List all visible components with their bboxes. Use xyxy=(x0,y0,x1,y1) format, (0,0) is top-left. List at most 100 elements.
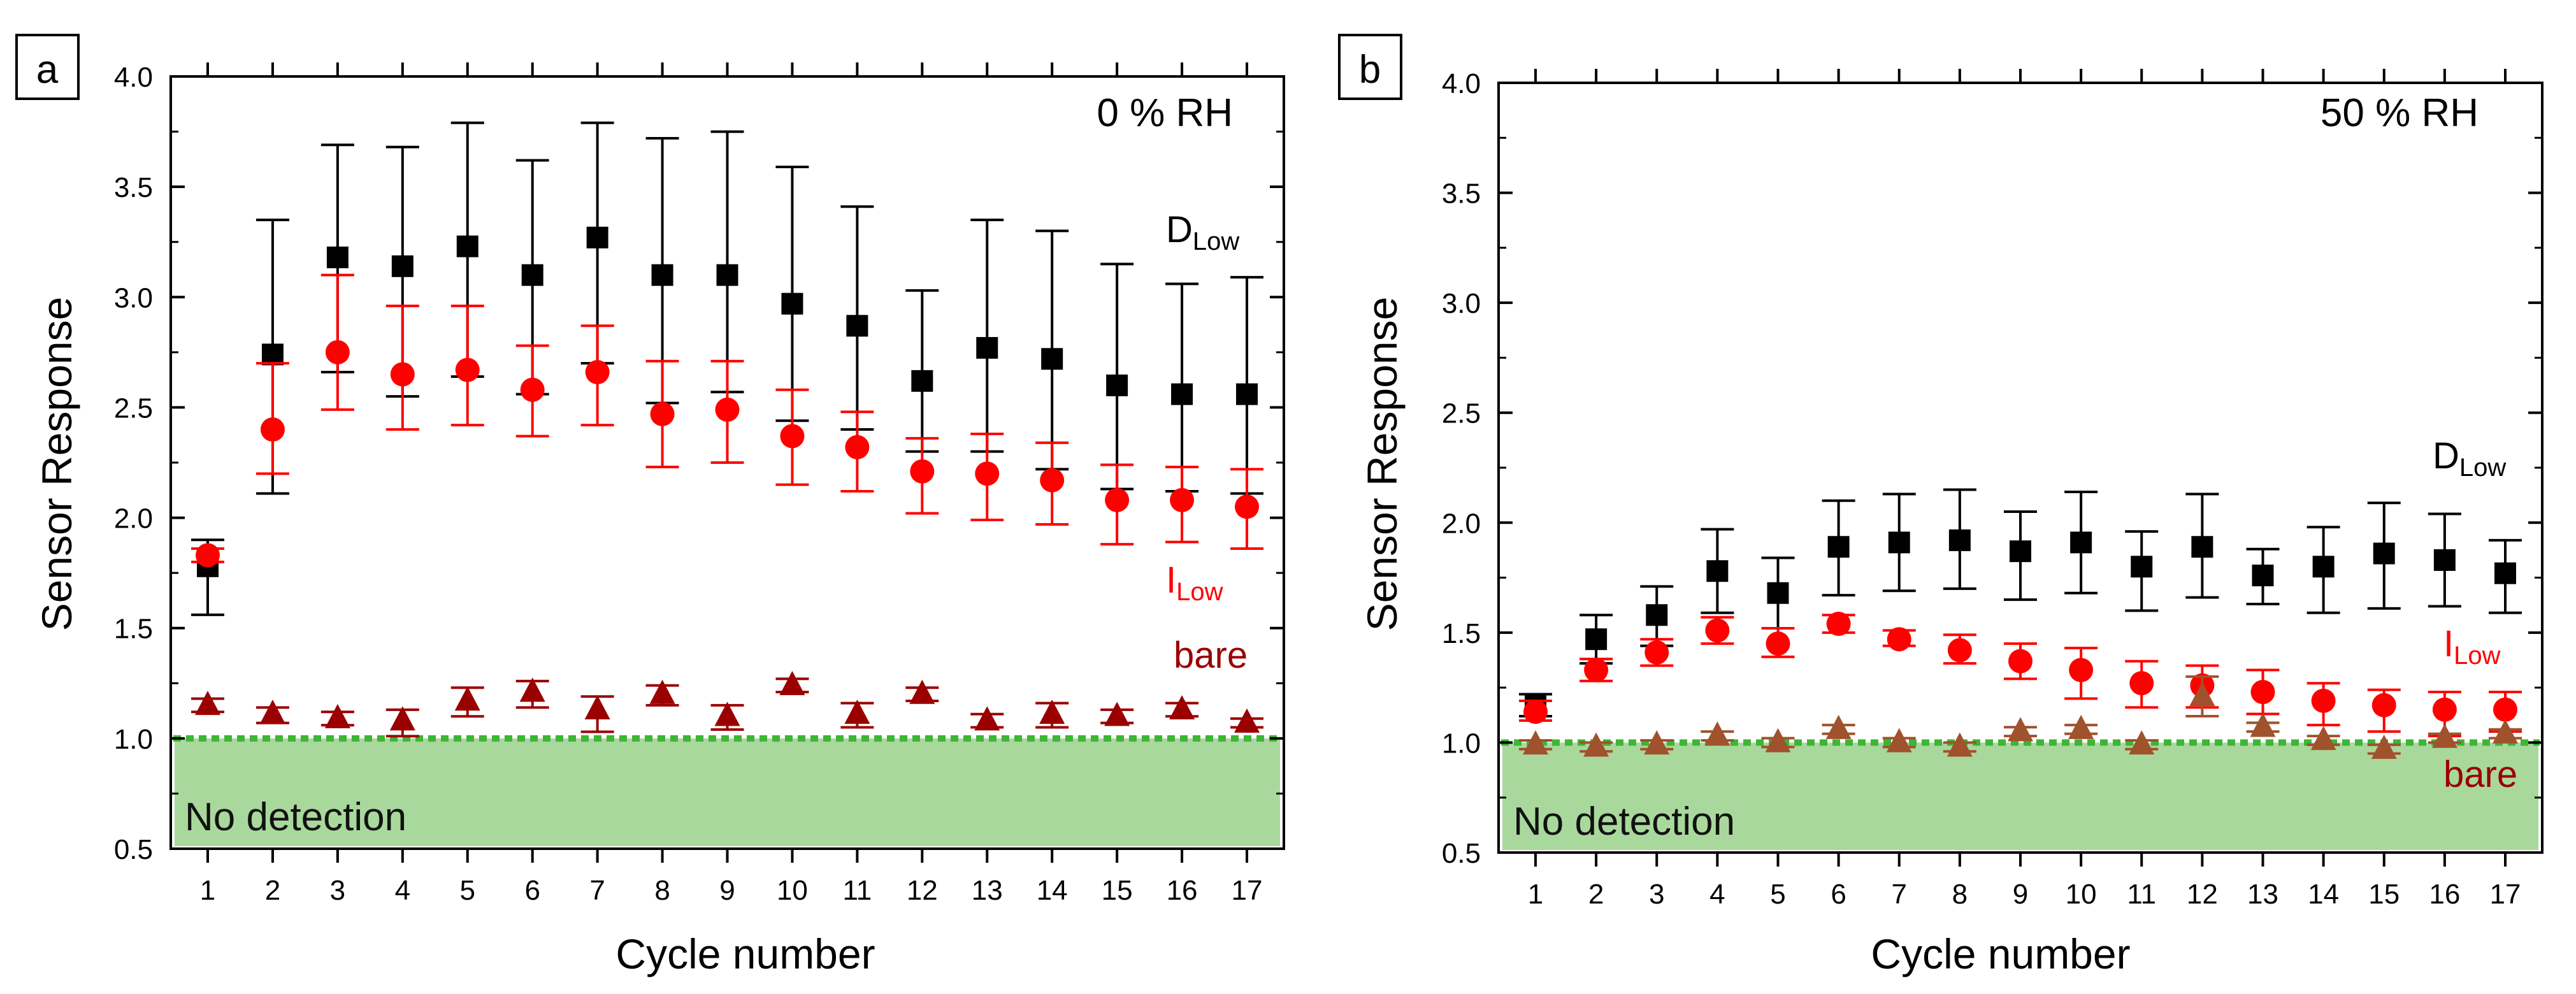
data-point-triangle xyxy=(195,691,220,716)
data-point-square xyxy=(1236,383,1258,405)
panel-b: b No detection 50 % RH DLow ILow bare 0.… xyxy=(1338,34,2544,977)
x-tick-label: 15 xyxy=(1102,875,1133,906)
data-point-circle xyxy=(715,397,740,422)
data-point-circle xyxy=(780,424,805,449)
data-point-square xyxy=(2312,556,2335,578)
x-tick-label: 3 xyxy=(1649,879,1664,910)
data-point-triangle xyxy=(454,686,480,711)
x-tick-label: 12 xyxy=(2187,879,2218,910)
data-point-square xyxy=(2494,562,2516,584)
data-point-circle xyxy=(325,340,350,364)
panel-b-label-box xyxy=(1338,34,1402,100)
data-point-triangle xyxy=(2189,682,2215,707)
data-point-square xyxy=(716,264,738,286)
data-point-triangle xyxy=(1234,708,1260,733)
y-tick-label: 0.5 xyxy=(114,834,153,865)
y-tick-label: 4.0 xyxy=(114,62,153,93)
x-tick-label: 4 xyxy=(1709,879,1725,910)
y-tick-label: 1.5 xyxy=(1442,618,1481,649)
x-tick-label: 4 xyxy=(395,875,410,906)
x-tick-label: 13 xyxy=(2247,879,2278,910)
data-point-triangle xyxy=(1104,702,1130,726)
x-tick-label: 14 xyxy=(1037,875,1068,906)
plot-area-b: No detection 50 % RH DLow ILow bare xyxy=(1497,69,2544,867)
data-point-square xyxy=(261,343,284,366)
x-tick-label: 1 xyxy=(200,875,215,906)
x-tick-labels-a: 1 2 3 4 5 6 7 8 9 10 11 12 13 14 15 16 17 xyxy=(200,875,1263,906)
legend-bare-a: bare xyxy=(1174,635,1248,676)
x-tick-label: 9 xyxy=(719,875,735,906)
data-point-triangle xyxy=(2068,714,2094,739)
data-point-circle xyxy=(390,362,415,387)
data-point-triangle xyxy=(2008,717,2033,742)
data-point-square xyxy=(1646,604,1668,626)
x-tick-label: 11 xyxy=(843,875,872,906)
panel-a-label-box xyxy=(15,34,80,100)
data-point-square xyxy=(521,264,543,286)
data-point-square xyxy=(651,264,673,286)
data-point-square xyxy=(1585,628,1608,651)
legend-ilow-a: ILow xyxy=(1166,559,1223,606)
x-tick-label: 17 xyxy=(1232,875,1263,906)
y-tick-labels-a: 0.5 1.0 1.5 2.0 2.5 3.0 3.5 4.0 xyxy=(114,62,153,865)
x-tick-label: 13 xyxy=(972,875,1003,906)
data-point-circle xyxy=(1105,487,1130,512)
data-point-triangle xyxy=(1583,732,1609,757)
data-point-triangle xyxy=(389,706,415,731)
data-point-triangle xyxy=(1825,714,1852,739)
data-point-triangle xyxy=(844,699,870,724)
x-tick-label: 3 xyxy=(330,875,345,906)
data-point-square xyxy=(2010,540,2031,563)
legend-bare-b: bare xyxy=(2443,754,2517,795)
y-tick-label: 4.0 xyxy=(1442,68,1481,99)
x-tick-labels-b: 1 2 3 4 5 6 7 8 9 10 11 12 13 14 15 16 17 xyxy=(1528,879,2521,910)
data-point-circle xyxy=(1584,658,1609,682)
data-point-circle xyxy=(845,435,870,459)
plot-frame-b xyxy=(1497,82,2544,854)
data-point-triangle xyxy=(2371,734,2397,759)
data-point-circle xyxy=(1523,700,1548,724)
data-point-triangle xyxy=(1886,728,1912,753)
data-point-square xyxy=(586,226,608,248)
data-point-circle xyxy=(585,360,610,385)
data-point-circle xyxy=(650,401,675,426)
panel-a-label: a xyxy=(36,48,59,92)
data-point-circle xyxy=(1887,627,1911,652)
x-axis-label-a: Cycle number xyxy=(615,930,875,977)
data-point-square xyxy=(1827,536,1850,558)
data-point-triangle xyxy=(324,703,350,728)
data-point-square xyxy=(1888,531,1910,554)
data-point-circle xyxy=(2493,697,2517,722)
data-point-circle xyxy=(1826,612,1851,637)
data-point-triangle xyxy=(1169,695,1195,720)
y-tick-label: 2.5 xyxy=(114,393,153,424)
no-detection-label-a: No detection xyxy=(185,795,407,839)
x-tick-label: 6 xyxy=(524,875,540,906)
x-tick-label: 16 xyxy=(1167,875,1198,906)
data-point-circle xyxy=(2250,680,2275,705)
data-point-circle xyxy=(1766,631,1790,656)
y-tick-label: 1.0 xyxy=(1442,728,1481,759)
x-tick-label: 8 xyxy=(1952,879,1968,910)
data-point-circle xyxy=(1170,487,1195,512)
data-point-triangle xyxy=(974,706,1000,731)
panel-a: a No detection 0 % RH DLow ILow bare 0.5… xyxy=(15,34,1285,977)
data-point-triangle xyxy=(1704,721,1731,746)
x-tick-label: 15 xyxy=(2368,879,2400,910)
data-point-square xyxy=(1706,560,1729,582)
y-tick-label: 1.0 xyxy=(114,724,153,755)
data-point-square xyxy=(2433,549,2456,571)
y-tick-label: 2.5 xyxy=(1442,398,1481,429)
series-bare-a xyxy=(191,670,1263,738)
data-point-square xyxy=(2252,565,2274,587)
x-tick-label: 1 xyxy=(1528,879,1543,910)
y-axis-label-a: Sensor Response xyxy=(33,297,80,631)
x-tick-label: 5 xyxy=(1770,879,1785,910)
x-tick-label: 10 xyxy=(2066,879,2097,910)
data-point-triangle xyxy=(584,695,610,720)
y-tick-label: 3.5 xyxy=(1442,178,1481,210)
data-point-triangle xyxy=(1039,699,1065,724)
condition-label-b: 50 % RH xyxy=(2321,91,2479,135)
data-point-triangle xyxy=(909,679,935,704)
